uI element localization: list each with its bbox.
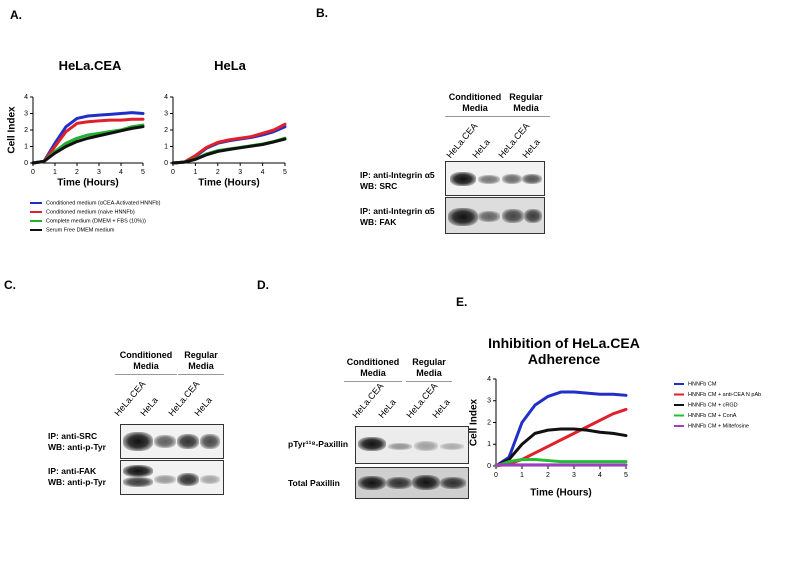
x-tick-label: 0 xyxy=(171,169,175,176)
legend-label: HNNFb CM xyxy=(688,381,717,387)
x-tick-label: 5 xyxy=(283,169,287,176)
row-label-line: IP: anti-Integrin α5 xyxy=(360,206,435,216)
legend-label: HNNFb CM + ConA xyxy=(688,413,737,419)
group-label: Conditioned Media xyxy=(115,350,177,375)
group-label: Regular Media xyxy=(178,350,224,375)
blot-image xyxy=(445,197,545,234)
row-label-line: WB: FAK xyxy=(360,217,397,227)
y-axis-label: Cell Index xyxy=(7,106,18,154)
legend-label: Serum Free DMEM medium xyxy=(46,227,115,233)
panel-label: A. xyxy=(10,8,22,22)
x-axis-label: Time (Hours) xyxy=(530,488,592,499)
y-tick-label: 1 xyxy=(487,441,491,448)
x-tick-label: 1 xyxy=(520,472,524,479)
x-tick-label: 4 xyxy=(119,169,123,176)
y-tick-label: 1 xyxy=(164,143,168,150)
y-tick-label: 4 xyxy=(487,376,491,383)
y-tick-label: 2 xyxy=(24,127,28,134)
y-tick-label: 3 xyxy=(487,398,491,405)
row-label-line: WB: anti-p-Tyr xyxy=(48,477,106,487)
x-tick-label: 0 xyxy=(31,169,35,176)
blot-image xyxy=(120,460,224,495)
y-tick-label: 0 xyxy=(24,160,28,167)
row-label-line: WB: SRC xyxy=(360,181,398,191)
x-tick-label: 5 xyxy=(141,169,145,176)
data-line xyxy=(494,427,628,468)
x-tick-label: 1 xyxy=(53,169,57,176)
blot-image xyxy=(120,424,224,459)
legend-label: Conditioned medium (naive HNNFb) xyxy=(46,209,135,215)
x-tick-label: 3 xyxy=(572,472,576,479)
row-label-line: pTyr¹¹⁸-Paxillin xyxy=(288,439,349,449)
y-axis-label: Cell Index xyxy=(469,398,480,446)
row-label-line: IP: anti-FAK xyxy=(48,466,97,476)
data-line xyxy=(171,122,287,165)
panel-label: D. xyxy=(257,278,269,292)
x-axis-label: Time (Hours) xyxy=(198,178,260,189)
y-tick-label: 3 xyxy=(24,110,28,117)
panel-label: E. xyxy=(456,295,468,309)
x-tick-label: 2 xyxy=(75,169,79,176)
legend-label: HNNFb CM + cRGD xyxy=(688,402,738,408)
row-label-line: IP: anti-SRC xyxy=(48,431,98,441)
group-label: Regular Media xyxy=(406,357,452,382)
x-tick-label: 4 xyxy=(598,472,602,479)
y-tick-label: 4 xyxy=(164,94,168,101)
row-label: Total Paxillin xyxy=(288,478,340,489)
data-line xyxy=(494,457,628,468)
x-tick-label: 2 xyxy=(216,169,220,176)
x-tick-label: 3 xyxy=(97,169,101,176)
y-tick-label: 0 xyxy=(487,463,491,470)
row-label: pTyr¹¹⁸-Paxillin xyxy=(288,439,348,450)
y-tick-label: 2 xyxy=(487,419,491,426)
blot-image xyxy=(355,426,469,464)
data-line xyxy=(31,117,145,165)
chart-title: HeLa xyxy=(214,58,246,73)
blot-image xyxy=(355,467,469,499)
y-tick-label: 0 xyxy=(164,160,168,167)
data-line xyxy=(171,137,287,165)
x-tick-label: 4 xyxy=(261,169,265,176)
blot-image xyxy=(445,161,545,196)
y-tick-label: 4 xyxy=(24,94,28,101)
row-label-line: WB: anti-p-Tyr xyxy=(48,442,106,452)
x-tick-label: 0 xyxy=(494,472,498,479)
x-axis-label: Time (Hours) xyxy=(57,178,119,189)
row-label: IP: anti-FAK WB: anti-p-Tyr xyxy=(48,466,106,488)
x-tick-label: 3 xyxy=(238,169,242,176)
group-label: Conditioned Media xyxy=(344,357,402,382)
legend-label: Complete medium (DMEM + FBS (10%)) xyxy=(46,218,146,224)
row-label-line: Total Paxillin xyxy=(288,478,340,488)
chart-title: Inhibition of HeLa.CEA Adherence xyxy=(488,335,640,367)
row-label-line: IP: anti-Integrin α5 xyxy=(360,170,435,180)
data-line xyxy=(494,390,628,468)
row-label: IP: anti-Integrin α5 WB: FAK xyxy=(360,206,435,228)
x-tick-label: 5 xyxy=(624,472,628,479)
legend-label: HNNFb CM + anti-CEA N pAb xyxy=(688,392,761,398)
y-tick-label: 2 xyxy=(164,127,168,134)
y-tick-label: 1 xyxy=(24,143,28,150)
data-line xyxy=(31,125,145,165)
legend-label: HNNFb CM + Miltefosine xyxy=(688,423,749,429)
legend-label: Conditioned medium (αCEA-Activated HNNFb… xyxy=(46,200,161,206)
x-tick-label: 1 xyxy=(193,169,197,176)
chart-title: HeLa.CEA xyxy=(58,58,122,73)
y-tick-label: 3 xyxy=(164,110,168,117)
group-label: Regular Media xyxy=(502,92,550,117)
row-label: IP: anti-SRC WB: anti-p-Tyr xyxy=(48,431,106,453)
row-label: IP: anti-Integrin α5 WB: SRC xyxy=(360,170,435,192)
panel-label: C. xyxy=(4,278,16,292)
x-tick-label: 2 xyxy=(546,472,550,479)
panel-label: B. xyxy=(316,6,328,20)
group-label: Conditioned Media xyxy=(445,92,505,117)
